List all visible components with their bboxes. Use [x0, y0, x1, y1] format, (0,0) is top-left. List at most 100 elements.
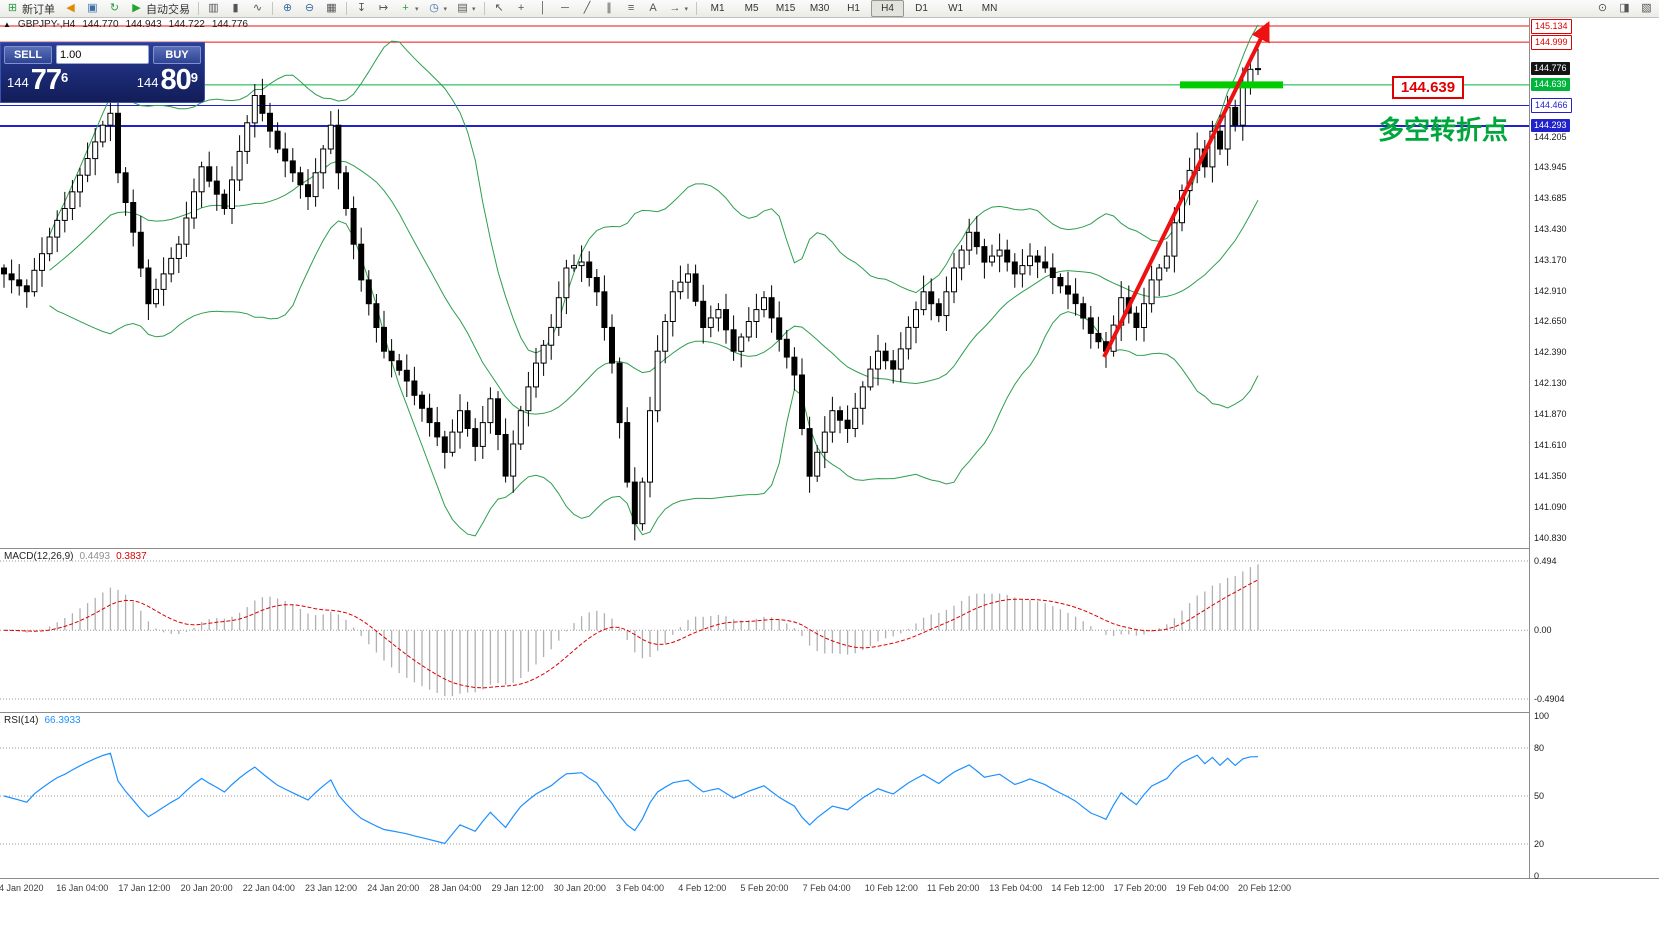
price-tick: 140.830	[1534, 533, 1567, 543]
timeframe-w1-button[interactable]: W1	[948, 3, 964, 14]
price-tick: 142.910	[1534, 285, 1567, 296]
price-tick: 141.090	[1534, 502, 1567, 513]
channel-icon: ∥	[606, 2, 612, 14]
rsi-canvas[interactable]	[0, 713, 1529, 877]
price-level-tag[interactable]: 144.639	[1531, 77, 1570, 91]
vertical-line-icon: │	[539, 2, 547, 14]
trend-arrow[interactable]	[1102, 21, 1270, 358]
vertical-line-tool-button[interactable]: │	[533, 0, 554, 17]
timeframe-m15-button[interactable]: M15	[775, 3, 796, 14]
crosshair-tool-button[interactable]: +	[511, 0, 532, 17]
price-level-tag[interactable]: 144.293	[1531, 119, 1570, 133]
price-level-tag[interactable]: 144.466	[1531, 98, 1572, 114]
arrows-tool-button[interactable]: → ▾	[665, 0, 693, 17]
chart-shift-button[interactable]: ↦	[373, 0, 394, 17]
sell-button[interactable]: SELL	[4, 45, 52, 64]
refresh-button[interactable]: ↻	[104, 0, 125, 17]
autotrading-button[interactable]: ▶ 自动交易	[126, 0, 194, 17]
timeframe-h1-button[interactable]: H1	[847, 3, 860, 14]
template-icon: ▤	[457, 2, 468, 14]
time-label: 13 Feb 04:00	[989, 883, 1043, 893]
time-label: 4 Feb 12:00	[678, 883, 727, 893]
new-order-button[interactable]: ⊞ 新订单	[2, 0, 59, 17]
turning-point-annotation[interactable]: 多空转折点	[1378, 115, 1509, 145]
macd-canvas[interactable]	[0, 549, 1529, 711]
crosshair-icon: +	[517, 2, 525, 14]
toolbar: ⊞ 新订单 ◀ ▣ ↻ ▶ 自动交易 ▥ ▮ ∿ ⊕ ⊖ ▦ ↧ ↦ + ▾	[0, 0, 1659, 18]
text-tool-button[interactable]: A	[643, 0, 664, 17]
level-price-label[interactable]: 144.639	[1392, 76, 1464, 99]
bar-chart-icon: ▥	[208, 2, 219, 14]
new-order-label: 新订单	[22, 3, 55, 16]
trendline-tool-button[interactable]: ╱	[577, 0, 598, 17]
pane-separator[interactable]	[0, 712, 1659, 713]
horizontal-line-tool-button[interactable]: ─	[555, 0, 576, 17]
data-window-button[interactable]: ◨	[1614, 0, 1635, 17]
rsi-tick: 0	[1534, 871, 1540, 881]
candle-chart-button[interactable]: ▮	[225, 0, 246, 17]
price-level-tag[interactable]: 145.134	[1531, 19, 1572, 34]
macd-label: MACD(12,26,9) 0.4493 0.3837	[4, 551, 147, 562]
toolbar-separator	[346, 2, 347, 15]
bollinger-middle-line	[49, 160, 1259, 415]
bid-main: 144	[7, 75, 29, 90]
buy-button[interactable]: BUY	[153, 45, 201, 64]
ask-big: 80	[160, 64, 192, 96]
bollinger-bands	[49, 24, 1259, 537]
volume-input[interactable]	[57, 46, 148, 63]
timeframe-d1-button[interactable]: D1	[915, 3, 928, 14]
zoom-out-button[interactable]: ⊖	[299, 0, 320, 17]
line-chart-button[interactable]: ∿	[247, 0, 268, 17]
bar-chart-button[interactable]: ▥	[203, 0, 224, 17]
tile-windows-button[interactable]: ▦	[321, 0, 342, 17]
toolbar-separator	[483, 2, 485, 15]
time-label: 17 Feb 20:00	[1113, 883, 1167, 893]
tile-windows-icon: ▦	[326, 2, 337, 14]
time-label: 19 Feb 04:00	[1175, 883, 1229, 893]
bid-price[interactable]: 144 77 6	[7, 65, 68, 95]
chart-shift-icon: ↦	[378, 2, 389, 14]
volume-field: ▴ ▾	[56, 45, 149, 64]
announcement-button[interactable]: ◀	[60, 0, 81, 17]
text-tool-icon: A	[649, 2, 657, 14]
level-lines[interactable]	[0, 25, 1529, 127]
timeframe-m1-button[interactable]: M1	[710, 3, 725, 14]
timeframe-mn-button[interactable]: MN	[981, 3, 998, 14]
templates-button[interactable]: ▤ ▾	[452, 0, 480, 17]
search-button[interactable]: ⊙	[1592, 0, 1613, 17]
ask-price[interactable]: 144 80 9	[137, 65, 198, 95]
main-chart-canvas[interactable]	[0, 18, 1529, 548]
add-indicator-icon: +	[402, 2, 409, 14]
timeframe-h4-button[interactable]: H4	[871, 0, 905, 17]
symbol-title: GBPJPY-,H4	[17, 19, 76, 30]
periods-button[interactable]: ◷ ▾	[424, 0, 452, 17]
macd-signal-line	[3, 579, 1259, 689]
price-axis[interactable]: 144.205 143.945 143.685 143.430 143.170 142.9…	[1529, 18, 1659, 881]
time-label: 28 Jan 04:00	[429, 883, 482, 893]
autoscroll-button[interactable]: ↧	[351, 0, 372, 17]
time-axis[interactable]: 14 Jan 2020 16 Jan 04:00 17 Jan 12:00 20 Ja…	[0, 878, 1659, 896]
charts-overview-button[interactable]: ▣	[82, 0, 103, 17]
ohlc-low: 144.722	[168, 19, 205, 30]
price-level-tag[interactable]: 144.999	[1531, 35, 1572, 51]
macd-name: MACD(12,26,9)	[4, 551, 74, 562]
fibonacci-tool-button[interactable]: ≡	[621, 0, 642, 17]
time-label: 7 Feb 04:00	[802, 883, 851, 893]
cursor-tool-button[interactable]: ↖	[489, 0, 510, 17]
navigator-button[interactable]: ▧	[1636, 0, 1657, 17]
rsi-tick: 100	[1534, 711, 1550, 721]
pane-separator[interactable]	[0, 548, 1659, 549]
timeframe-m30-button[interactable]: M30	[809, 3, 830, 14]
bollinger-upper-line	[49, 24, 1259, 354]
rsi-line	[3, 752, 1259, 845]
price-level-tag[interactable]: 144.776	[1531, 61, 1570, 75]
candlestick-icon: ▮	[232, 2, 239, 14]
channel-tool-button[interactable]: ∥	[599, 0, 620, 17]
price-tick: 143.945	[1534, 162, 1567, 173]
indicators-button[interactable]: + ▾	[395, 0, 423, 17]
timeframe-m5-button[interactable]: M5	[744, 3, 759, 14]
zoom-in-button[interactable]: ⊕	[277, 0, 298, 17]
cursor-icon: ↖	[494, 2, 504, 14]
zoom-in-icon: ⊕	[282, 2, 293, 14]
